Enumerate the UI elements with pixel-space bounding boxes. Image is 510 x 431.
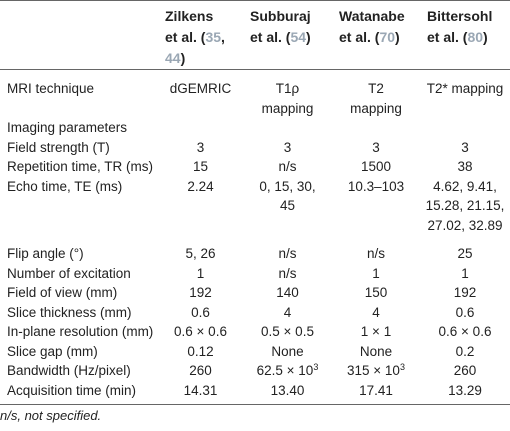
cell-zilkens: 2.24 [187,178,214,194]
row-label: Field strength (T) [7,139,110,155]
cell-watanabe: 17.41 [332,380,420,405]
cell-bittersohl: 0.6 [455,304,475,320]
table-row-field-of-view: Field of view (mm) 192 140 150 192 [0,283,510,303]
cell-bittersohl: 25 [457,246,473,261]
cell-subburaj: n/s [278,265,297,281]
table-row-acquisition-time: Acquisition time (min) 14.31 13.40 17.41… [0,380,510,405]
cell-zilkens: 14.31 [158,380,243,405]
table-row-field-strength: Field strength (T) 3 3 3 3 [0,138,510,158]
row-label: Acquisition time (min) [0,380,158,405]
row-label: Echo time, TE (ms) [7,178,123,194]
cell-subburaj: 4 [283,304,292,320]
cell-bittersohl: 13.29 [420,380,510,405]
cell-subburaj: 0, 15, 30, 45 [259,178,316,214]
table-row-bandwidth: Bandwidth (Hz/pixel) 260 62.5 × 103 315 … [0,361,510,381]
row-label: Slice gap (mm) [7,343,98,359]
header-subburaj: Subburaj et al. (54) [243,0,332,70]
cell-subburaj: 0.5 × 0.5 [261,324,314,339]
cell-bittersohl: T2* mapping [426,81,504,96]
cell-watanabe: None [359,343,393,359]
cell-bittersohl: 260 [453,363,477,378]
table-row-in-plane-resolution: In-plane resolution (mm) 0.6 × 0.6 0.5 ×… [0,322,510,342]
cell-zilkens: dGEMRIC [169,81,232,96]
cell-bittersohl: 0.6 × 0.6 [438,324,492,339]
section-label: Imaging parameters [7,120,128,135]
row-label: Bandwidth (Hz/pixel) [7,363,131,378]
cell-bittersohl: 38 [457,159,473,174]
cell-bittersohl: 1 [461,265,469,281]
cell-watanabe: 1 × 1 [360,324,392,339]
cell-watanabe: 315 × 103 [347,362,405,378]
table-row-excitation: Number of excitation 1 n/s 1 1 [0,264,510,284]
row-label: Slice thickness (mm) [7,304,132,320]
cell-bittersohl: 192 [453,285,477,300]
header-watanabe: Watanabe et al. (70) [332,0,420,70]
cell-watanabe: 1500 [360,159,392,174]
row-label: Number of excitation [7,265,131,281]
cell-bittersohl: 4.62, 9.41, 15.28, 21.15, 27.02, 32.89 [425,178,505,233]
cell-bittersohl: 3 [461,139,469,155]
cell-zilkens: 15 [192,159,209,174]
cell-subburaj: 62.5 × 103 [256,362,319,378]
header-blank [0,0,158,70]
table-row-slice-thickness: Slice thickness (mm) 0.6 4 4 0.6 [0,303,510,323]
cell-subburaj: T1ρ mapping [261,81,314,116]
cell-watanabe: 150 [364,285,388,300]
ref-link-44[interactable]: 44 [165,50,181,66]
cell-subburaj: None [271,343,304,359]
spacer-row [0,235,510,244]
cell-subburaj: n/s [278,159,297,174]
cell-zilkens: 3 [196,139,205,155]
section-row-imaging: Imaging parameters [0,118,510,138]
cell-zilkens: 0.6 × 0.6 [174,324,227,339]
table-row-repetition-time: Repetition time, TR (ms) 15 n/s 1500 38 [0,157,510,177]
cell-subburaj: 13.40 [243,380,332,405]
table-row-echo-time: Echo time, TE (ms) 2.24 0, 15, 30, 45 10.… [0,177,510,236]
row-label: MRI technique [7,81,95,96]
cell-zilkens: 1 [196,265,205,281]
cell-zilkens: 192 [189,285,212,300]
cell-watanabe: 1 [372,265,380,281]
cell-subburaj: 140 [276,285,299,300]
row-label: Field of view (mm) [7,285,118,300]
cell-zilkens: 0.6 [191,304,210,320]
ref-link-35[interactable]: 35 [205,29,222,45]
ref-link-80[interactable]: 80 [467,29,484,45]
cell-bittersohl: 0.2 [455,343,475,359]
cell-zilkens: 5, 26 [185,246,216,261]
table-row-slice-gap: Slice gap (mm) 0.12 None None 0.2 [0,342,510,362]
cell-watanabe: 10.3–103 [347,178,405,194]
table-footnote: n/s, not specified. [0,408,102,423]
cell-watanabe: n/s [366,246,385,261]
spacer-row [0,70,510,80]
cell-zilkens: 0.12 [187,343,214,359]
header-row: Zilkens et al. (35, 44) Subburaj et al. … [0,0,510,70]
ref-link-54[interactable]: 54 [290,29,307,45]
ref-link-70[interactable]: 70 [379,29,396,45]
cell-watanabe: T2 mapping [350,81,402,116]
row-label: Repetition time, TR (ms) [7,159,154,174]
table-row-flip-angle: Flip angle (°) 5, 26 n/s n/s 25 [0,244,510,264]
cell-zilkens: 260 [189,363,212,378]
cell-watanabe: 3 [372,139,380,155]
cell-subburaj: n/s [278,246,297,261]
row-label: In-plane resolution (mm) [7,324,154,339]
cell-subburaj: 3 [283,139,292,155]
header-zilkens: Zilkens et al. (35, 44) [158,0,243,70]
table-row-technique: MRI technique dGEMRIC T1ρ mapping T2 mappi… [0,79,510,118]
row-label: Flip angle (°) [7,246,84,261]
mri-parameters-table: Zilkens et al. (35, 44) Subburaj et al. … [0,0,510,405]
cell-watanabe: 4 [372,304,380,320]
header-bittersohl: Bittersohl et al. (80) [420,0,510,70]
